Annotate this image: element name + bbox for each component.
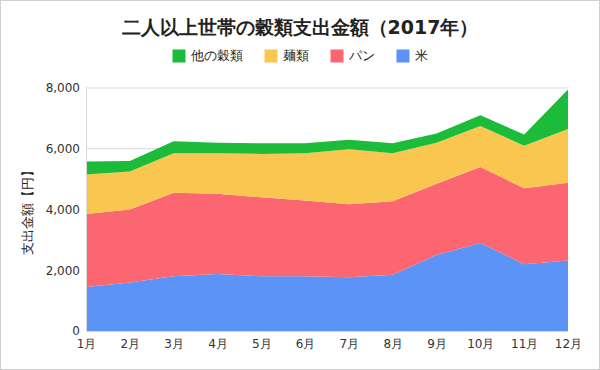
legend-label: 麺類	[283, 48, 309, 63]
y-axis: 02,0004,0006,0008,000	[46, 81, 87, 338]
tick: 3月	[164, 331, 184, 351]
tick: 10月	[467, 331, 494, 351]
chart: 二人以上世帯の穀類支出金額（2017年）02,0004,0006,0008,00…	[0, 0, 600, 370]
tick-label: 12月	[555, 337, 582, 351]
grid	[86, 88, 568, 331]
legend-label: パン	[348, 48, 375, 63]
axis-line	[86, 89, 87, 332]
tick-label: 2,000	[46, 264, 80, 278]
area	[86, 126, 568, 214]
tick: 2,000	[46, 264, 86, 278]
tick: 12月	[555, 331, 582, 351]
legend-swatch	[397, 50, 410, 63]
tick: 9月	[427, 331, 447, 351]
legend-swatch	[173, 50, 186, 63]
legend-item: パン	[331, 48, 375, 63]
grid-line	[86, 88, 568, 89]
legend-item: 他の穀類	[173, 48, 243, 63]
tick-label: 6,000	[46, 142, 80, 156]
tick-label: 5月	[252, 337, 272, 351]
tick-label: 10月	[467, 337, 494, 351]
plot-area	[86, 90, 568, 331]
tick-label: 8,000	[46, 81, 80, 95]
tick: 4月	[208, 331, 228, 351]
tick-label: 4月	[208, 337, 228, 351]
tick-label: 4,000	[46, 203, 80, 217]
legend-label: 他の穀類	[191, 48, 243, 63]
tick: 7月	[340, 331, 360, 351]
legend-swatch	[265, 50, 278, 63]
tick: 11月	[511, 331, 538, 351]
tick: 6月	[296, 331, 316, 351]
legend-label: 米	[415, 48, 428, 63]
legend-swatch	[331, 50, 344, 63]
axis-line	[87, 331, 569, 332]
tick-label: 3月	[164, 337, 184, 351]
tick-label: 8月	[383, 337, 403, 351]
frame	[1, 1, 600, 370]
tick: 5月	[252, 331, 272, 351]
tick-label: 2月	[120, 337, 140, 351]
legend: 他の穀類 麺類 パン 米	[173, 48, 428, 63]
title: 二人以上世帯の穀類支出金額（2017年）	[122, 16, 479, 38]
tick-label: 1月	[77, 337, 97, 351]
x-axis: 1月 2月 3月 4月 5月 6月 7月 8月 9月 10月 11月 12月	[77, 331, 582, 351]
tick: 8,000	[46, 81, 86, 95]
area	[86, 90, 568, 175]
axis-title: 支出金額【円】	[20, 164, 35, 255]
tick-label: 6月	[296, 337, 316, 351]
legend-item: 米	[397, 48, 428, 63]
tick: 1月	[77, 331, 97, 351]
tick-label: 11月	[511, 337, 538, 351]
tick: 2月	[120, 331, 140, 351]
tick-label: 9月	[427, 337, 447, 351]
legend-item: 麺類	[265, 48, 309, 63]
tick-label: 7月	[340, 337, 360, 351]
tick: 8月	[383, 331, 403, 351]
tick: 4,000	[46, 203, 86, 217]
tick: 6,000	[46, 142, 86, 156]
